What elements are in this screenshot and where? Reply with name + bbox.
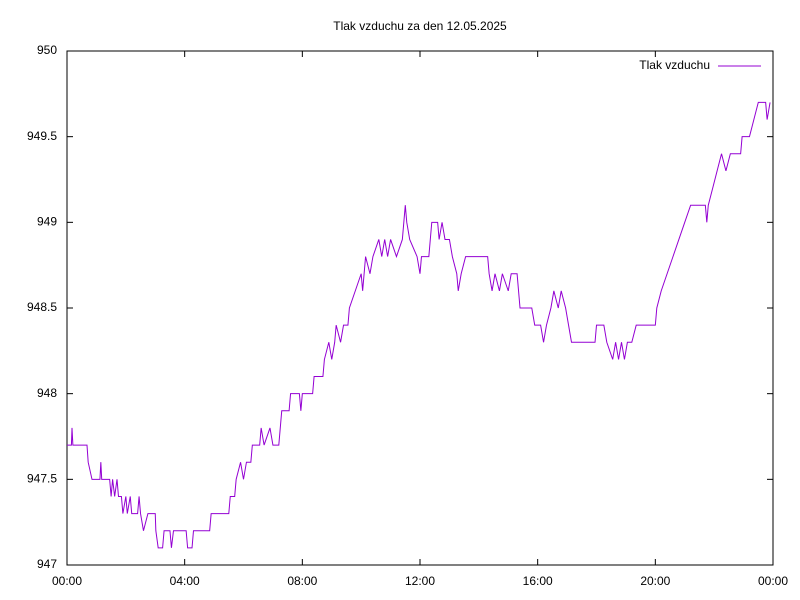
- x-tick-label: 00:00: [52, 574, 82, 588]
- x-tick-label: 08:00: [287, 574, 317, 588]
- y-tick-label: 947: [37, 557, 57, 571]
- x-tick-label: 20:00: [640, 574, 670, 588]
- y-tick-label: 949.5: [27, 129, 57, 143]
- y-tick-label: 947.5: [27, 472, 57, 486]
- x-tick-label: 00:00: [758, 574, 788, 588]
- x-tick-label: 16:00: [523, 574, 553, 588]
- legend-label: Tlak vzduchu: [639, 58, 710, 72]
- plot-frame: [66, 50, 774, 566]
- x-tick-label: 12:00: [405, 574, 435, 588]
- y-tick-label: 948.5: [27, 300, 57, 314]
- y-tick-label: 948: [37, 386, 57, 400]
- data-line: [67, 101, 771, 549]
- chart-title: Tlak vzduchu za den 12.05.2025: [333, 19, 507, 33]
- x-tick-label: 04:00: [170, 574, 200, 588]
- y-tick-label: 950: [37, 43, 57, 57]
- y-tick-label: 949: [37, 215, 57, 229]
